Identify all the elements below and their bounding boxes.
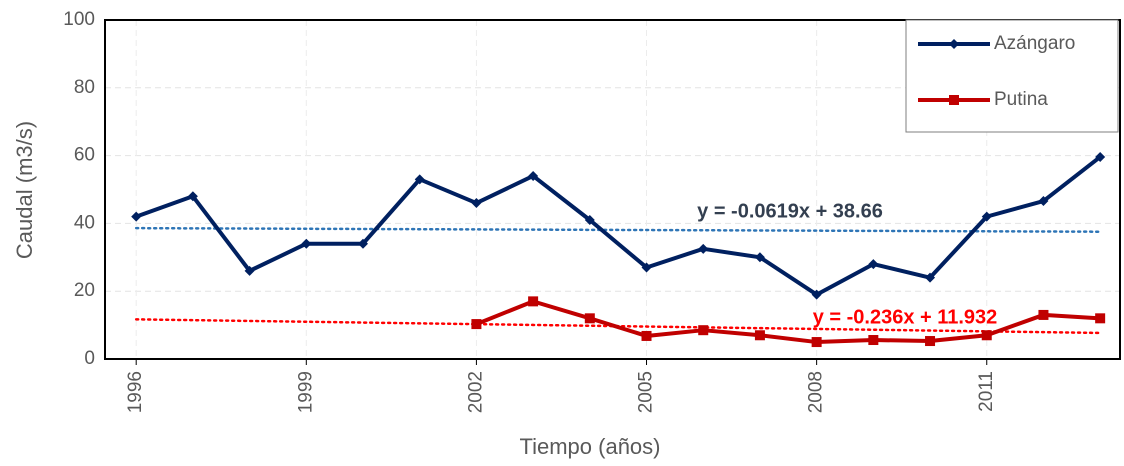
legend-label: Azángaro [994, 33, 1075, 54]
point [471, 319, 482, 330]
point [949, 95, 959, 105]
trendline [134, 226, 1102, 233]
y-axis-label: Caudal (m3/s) [12, 121, 37, 259]
point [641, 262, 652, 273]
trendline-label: y = -0.236x + 11.932 [813, 306, 998, 328]
point [528, 170, 539, 181]
legend-box [905, 19, 1119, 133]
point [244, 265, 255, 276]
point [641, 330, 652, 341]
x-axis-label: Tiempo (años) [519, 434, 660, 459]
point [811, 289, 822, 300]
x-tick-label: 2008 [806, 371, 827, 413]
x-tick-label: 1999 [295, 371, 316, 413]
point [301, 238, 312, 249]
point [584, 215, 595, 226]
x-tick-label: 1996 [125, 371, 146, 413]
y-tick-label: 80 [74, 77, 95, 98]
point [414, 174, 425, 185]
point [1095, 151, 1106, 162]
y-tick-label: 20 [74, 280, 95, 301]
series-line [135, 155, 1102, 297]
point [358, 238, 369, 249]
point [981, 330, 992, 341]
point [925, 336, 936, 347]
series-line [475, 299, 1101, 345]
x-tick-label: 2005 [636, 371, 657, 413]
point [1038, 309, 1049, 320]
point [698, 325, 709, 336]
y-tick-label: 40 [74, 212, 95, 233]
x-tick-label: 2011 [976, 371, 997, 412]
y-tick-label: 0 [84, 348, 95, 369]
point [1095, 313, 1106, 324]
x-tick-label: 2002 [465, 371, 486, 413]
point [981, 211, 992, 222]
y-tick-label: 60 [74, 145, 95, 166]
point [868, 335, 879, 346]
point [754, 330, 765, 341]
point [698, 243, 709, 254]
series-layer [131, 151, 1106, 348]
point [754, 252, 765, 263]
point [471, 198, 482, 209]
point [131, 211, 142, 222]
point [811, 337, 822, 348]
point [1038, 196, 1049, 207]
y-tick-label: 100 [63, 9, 95, 30]
trendline-label: y = -0.0619x + 38.66 [697, 200, 883, 222]
plot-frame [104, 19, 1121, 360]
point [868, 259, 879, 270]
point [584, 313, 595, 324]
legend-label: Putina [994, 89, 1048, 110]
point [528, 296, 539, 307]
point [187, 191, 198, 202]
point [949, 39, 959, 49]
point [925, 272, 936, 283]
